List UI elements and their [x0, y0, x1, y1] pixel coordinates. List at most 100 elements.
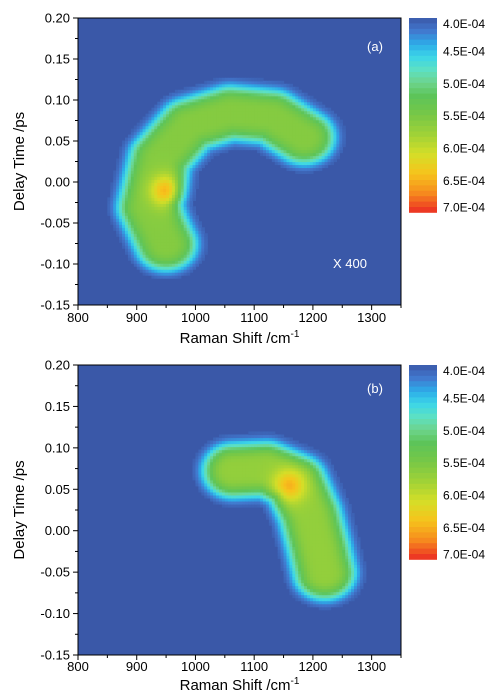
heatmap-cell [142, 221, 147, 225]
heatmap-cell [183, 152, 188, 157]
heatmap-cell [163, 134, 167, 139]
heatmap-cell [233, 86, 238, 91]
heatmap-cell [260, 437, 264, 442]
heatmap-cell [192, 236, 197, 240]
heatmap-cell [163, 257, 167, 261]
heatmap-cell [236, 131, 241, 136]
heatmap-cell [307, 128, 311, 133]
heatmap-cell [342, 516, 346, 520]
heatmap-cell [307, 461, 311, 466]
heatmap-cell [233, 443, 238, 448]
heatmap-cell [122, 182, 126, 187]
heatmap-cell [245, 461, 249, 466]
heatmap-cell [339, 540, 343, 544]
heatmap-cell [312, 458, 317, 463]
heatmap-cell [213, 440, 217, 445]
heatmap-cell [148, 251, 153, 255]
heatmap-cell [351, 552, 355, 556]
heatmap-cell [163, 236, 167, 240]
heatmap-cell [342, 519, 346, 523]
heatmap-cell [251, 437, 255, 442]
heatmap-cell [318, 603, 323, 608]
heatmap-cell [260, 113, 264, 118]
heatmap-cell [280, 134, 285, 139]
heatmap-cell [309, 555, 314, 559]
heatmap-cell [136, 212, 141, 216]
heatmap-cell [145, 170, 150, 175]
heatmap-cell [262, 476, 267, 481]
heatmap-cell [180, 209, 185, 213]
heatmap-cell [318, 476, 323, 481]
heatmap-cell [268, 449, 273, 454]
heatmap-cell [330, 152, 335, 157]
heatmap-cell [354, 561, 358, 565]
heatmap-cell [274, 452, 279, 457]
heatmap-cell [248, 482, 252, 487]
heatmap-cell [283, 519, 288, 523]
heatmap-cell [133, 239, 138, 243]
heatmap-cell [336, 591, 340, 596]
heatmap-cell [301, 522, 305, 526]
heatmap-cell [133, 137, 138, 142]
heatmap-cell [304, 149, 308, 154]
heatmap-cell [145, 269, 150, 273]
heatmap-cell [318, 119, 323, 124]
heatmap-cell [151, 161, 155, 166]
heatmap-cell [262, 152, 267, 157]
heatmap-cell [130, 149, 135, 154]
heatmap-cell [292, 134, 296, 139]
heatmap-cell [307, 534, 311, 538]
heatmap-cell [157, 269, 161, 273]
heatmap-cell [230, 107, 235, 112]
heatmap-cell [183, 251, 188, 255]
heatmap-cell [216, 488, 220, 493]
heatmap-cell [312, 506, 317, 511]
heatmap-cell [318, 155, 323, 160]
heatmap-cell [154, 140, 158, 145]
heatmap-cell [292, 113, 296, 118]
heatmap-cell [339, 522, 343, 526]
heatmap-cell [157, 263, 161, 267]
heatmap-cell [254, 146, 258, 151]
heatmap-cell [210, 104, 214, 109]
heatmap-cell [116, 203, 120, 207]
heatmap-cell [304, 113, 308, 118]
colorbar-segment [409, 392, 437, 398]
heatmap-cell [321, 597, 326, 602]
heatmap-cell [292, 119, 296, 124]
heatmap-cell [160, 257, 164, 261]
heatmap-cell [251, 452, 255, 457]
heatmap-cell [359, 582, 364, 587]
heatmap-cell [166, 134, 170, 139]
heatmap-cell [292, 161, 296, 166]
heatmap-cell [142, 242, 147, 246]
heatmap-cell [354, 555, 358, 559]
heatmap-cell [268, 83, 273, 88]
heatmap-cell [221, 500, 226, 505]
heatmap-cell [277, 522, 282, 526]
heatmap-cell [163, 152, 167, 157]
heatmap-cell [198, 458, 202, 463]
heatmap-cell [157, 275, 161, 279]
heatmap-cell [283, 494, 288, 499]
heatmap-cell [145, 131, 150, 136]
heatmap-cell [307, 531, 311, 535]
heatmap-cell [154, 104, 158, 109]
heatmap-cell [163, 191, 167, 195]
heatmap-cell [356, 558, 361, 562]
heatmap-cell [277, 513, 282, 517]
heatmap-cell [304, 491, 308, 496]
y-tick-label: 0.15 [45, 52, 70, 67]
heatmap-cell [236, 503, 241, 508]
heatmap-cell [301, 446, 305, 451]
heatmap-cell [169, 95, 173, 100]
heatmap-cell [309, 513, 314, 517]
heatmap-cell [189, 110, 194, 115]
heatmap-cell [204, 458, 208, 463]
heatmap-cell [277, 113, 282, 118]
heatmap-cell [265, 101, 270, 106]
heatmap-cell [169, 209, 173, 213]
heatmap-cell [136, 248, 141, 252]
heatmap-cell [274, 119, 279, 124]
heatmap-cell [195, 110, 199, 115]
